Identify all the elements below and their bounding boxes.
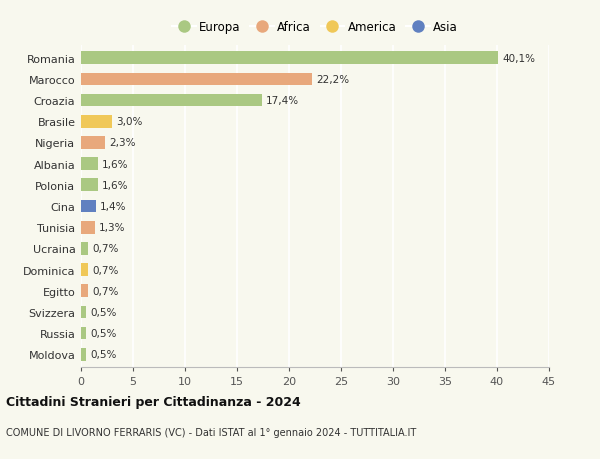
- Bar: [81, 348, 86, 361]
- Text: 0,5%: 0,5%: [91, 349, 117, 359]
- Text: 0,5%: 0,5%: [91, 328, 117, 338]
- Text: 2,3%: 2,3%: [109, 138, 136, 148]
- Text: 0,7%: 0,7%: [92, 265, 119, 275]
- Bar: [81, 116, 112, 129]
- Text: 1,6%: 1,6%: [102, 159, 128, 169]
- Bar: [81, 95, 262, 107]
- Bar: [81, 158, 98, 171]
- Text: 1,6%: 1,6%: [102, 180, 128, 190]
- Text: 3,0%: 3,0%: [116, 117, 143, 127]
- Bar: [81, 306, 86, 319]
- Legend: Europa, Africa, America, Asia: Europa, Africa, America, Asia: [172, 21, 458, 34]
- Bar: [81, 327, 86, 340]
- Text: 0,7%: 0,7%: [92, 244, 119, 254]
- Text: COMUNE DI LIVORNO FERRARIS (VC) - Dati ISTAT al 1° gennaio 2024 - TUTTITALIA.IT: COMUNE DI LIVORNO FERRARIS (VC) - Dati I…: [6, 427, 416, 437]
- Text: 22,2%: 22,2%: [316, 75, 349, 85]
- Text: 1,4%: 1,4%: [100, 202, 126, 212]
- Bar: [81, 200, 95, 213]
- Text: Cittadini Stranieri per Cittadinanza - 2024: Cittadini Stranieri per Cittadinanza - 2…: [6, 395, 301, 408]
- Text: 17,4%: 17,4%: [266, 96, 299, 106]
- Bar: [81, 242, 88, 255]
- Bar: [81, 221, 95, 234]
- Text: 0,7%: 0,7%: [92, 286, 119, 296]
- Bar: [81, 263, 88, 276]
- Bar: [81, 52, 498, 65]
- Bar: [81, 179, 98, 192]
- Text: 1,3%: 1,3%: [98, 223, 125, 233]
- Bar: [81, 285, 88, 297]
- Text: 0,5%: 0,5%: [91, 307, 117, 317]
- Bar: [81, 137, 105, 150]
- Text: 40,1%: 40,1%: [502, 54, 535, 64]
- Bar: [81, 73, 312, 86]
